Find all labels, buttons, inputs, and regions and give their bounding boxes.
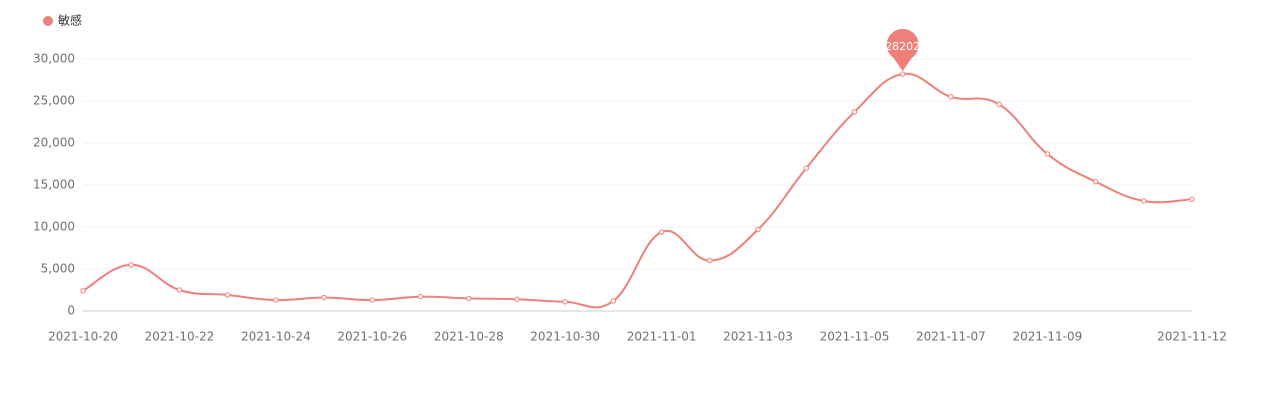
- x-tick-label: 2021-11-09: [1012, 330, 1082, 344]
- point: [80, 288, 86, 294]
- line: [82, 72, 1193, 309]
- point: [417, 294, 424, 300]
- y-tick-label: 10,000: [33, 220, 75, 234]
- point: [466, 295, 472, 302]
- point: [1141, 198, 1147, 204]
- x-tick-label: 2021-10-24: [241, 330, 311, 344]
- y-tick-label: 30,000: [33, 52, 75, 66]
- y-tick-label: 15,000: [33, 178, 75, 192]
- point: [658, 229, 665, 235]
- y-tick-label: 0: [67, 304, 75, 318]
- y-tick-label: 20,000: [33, 136, 75, 150]
- legend-marker: [43, 16, 53, 26]
- point: [128, 262, 134, 268]
- pin-shape: [886, 28, 919, 72]
- point: [1044, 151, 1051, 157]
- max-pin: 28202: [885, 28, 920, 72]
- x-tick-label: 2021-11-12: [1157, 330, 1227, 344]
- point: [562, 299, 568, 305]
- point: [1189, 196, 1195, 202]
- point: [610, 298, 617, 304]
- x-tick-label: 2021-11-03: [723, 330, 793, 344]
- x-tick-label: 2021-10-22: [145, 330, 215, 344]
- x-tick-label: 2021-11-01: [627, 330, 697, 344]
- y-tick-label: 5,000: [41, 262, 75, 276]
- point: [707, 257, 713, 264]
- y-tick-label: 25,000: [33, 94, 75, 108]
- x-tick-label: 2021-11-07: [916, 330, 986, 344]
- point: [803, 165, 809, 171]
- point: [224, 292, 231, 298]
- point: [948, 94, 954, 100]
- point: [899, 71, 906, 77]
- legend-label: 敏感: [58, 13, 82, 28]
- x-tick-label: 2021-10-26: [337, 330, 407, 344]
- point: [514, 296, 520, 302]
- point: [851, 109, 858, 115]
- x-tick-label: 2021-10-28: [434, 330, 504, 344]
- x-tick-label: 2021-11-05: [820, 330, 890, 344]
- x-tick-label: 2021-10-20: [48, 330, 118, 344]
- pin-label: 28202: [885, 40, 920, 53]
- point: [176, 287, 183, 293]
- point: [755, 226, 761, 233]
- point: [1092, 178, 1099, 185]
- point: [369, 297, 376, 303]
- x-tick-label: 2021-10-30: [530, 330, 600, 344]
- point: [273, 297, 279, 303]
- legend[interactable]: 敏感: [43, 13, 82, 28]
- point: [996, 101, 1002, 108]
- point: [321, 294, 327, 301]
